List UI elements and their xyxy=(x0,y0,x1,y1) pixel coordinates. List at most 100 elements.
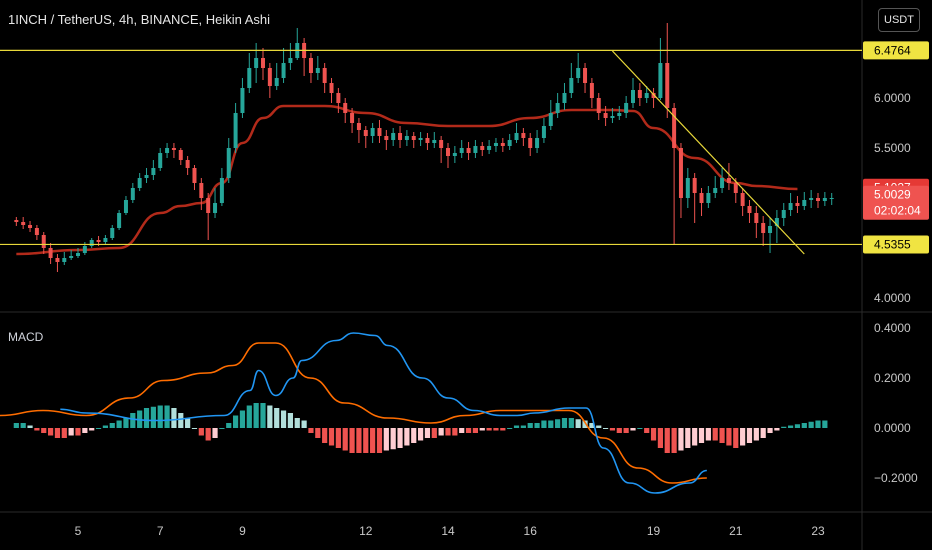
time-tick-label: 14 xyxy=(441,524,455,538)
candle-body xyxy=(192,168,197,183)
candle-body xyxy=(589,83,594,98)
candle-body xyxy=(829,198,834,199)
candle-body xyxy=(795,203,800,206)
macd-histogram-bar xyxy=(308,428,314,433)
macd-histogram-bar xyxy=(13,423,19,428)
macd-histogram-bar xyxy=(89,428,95,431)
candle xyxy=(398,126,403,148)
price-tag-box xyxy=(863,41,929,60)
macd-histogram-bar xyxy=(602,428,609,429)
candle xyxy=(774,210,779,243)
candle-body xyxy=(288,58,293,63)
candle xyxy=(747,200,752,223)
macd-histogram-bar xyxy=(657,428,664,448)
candle-body xyxy=(425,138,430,143)
candle xyxy=(651,88,656,108)
candle xyxy=(822,192,827,206)
candle-body xyxy=(69,256,74,258)
candle xyxy=(192,165,197,190)
macd-histogram-bar xyxy=(774,428,780,431)
candle-body xyxy=(28,225,33,228)
macd-histogram-bar xyxy=(753,428,759,441)
candle xyxy=(583,63,588,93)
candle-body xyxy=(740,193,745,206)
macd-histogram-bar xyxy=(212,428,218,438)
candle-body xyxy=(117,213,122,228)
candle xyxy=(165,143,170,158)
candle xyxy=(535,130,540,153)
candle-body xyxy=(219,178,224,203)
macd-histogram-bar xyxy=(671,428,677,453)
candle-body xyxy=(658,63,663,98)
candle xyxy=(233,103,238,153)
macd-histogram-bar xyxy=(267,405,273,428)
macd-histogram-bar xyxy=(404,428,410,446)
candle-body xyxy=(82,246,87,253)
macd-histogram-bar xyxy=(41,428,47,433)
candle xyxy=(158,148,163,171)
macd-tick-label: 0.4000 xyxy=(874,321,911,335)
time-tick-label: 12 xyxy=(359,524,373,538)
macd-histogram-bar xyxy=(630,428,636,431)
candle xyxy=(699,188,704,216)
macd-histogram-bar xyxy=(150,406,156,428)
price-tag-label: 6.4764 xyxy=(874,43,911,57)
candle xyxy=(274,63,279,90)
macd-histogram-bar xyxy=(767,428,773,433)
candle-body xyxy=(404,136,409,140)
candle-body xyxy=(672,108,677,148)
candle xyxy=(240,78,245,118)
candle xyxy=(185,156,190,175)
candle xyxy=(754,206,759,238)
time-tick-label: 7 xyxy=(157,524,164,538)
candle-body xyxy=(555,103,560,113)
candle xyxy=(781,203,786,226)
macd-histogram-bar xyxy=(486,428,492,431)
macd-histogram-bar xyxy=(376,428,383,453)
macd-histogram-bar xyxy=(328,428,335,446)
candle-body xyxy=(62,258,67,262)
macd-histogram-bar xyxy=(356,428,362,453)
candle-body xyxy=(802,200,807,206)
macd-histogram-bar xyxy=(479,428,485,431)
candle xyxy=(596,93,601,120)
macd-histogram-bar xyxy=(322,428,328,443)
candle xyxy=(247,53,252,93)
candle xyxy=(528,133,533,156)
candle-body xyxy=(452,153,457,156)
macd-histogram-bar xyxy=(589,423,595,428)
candle xyxy=(493,138,498,152)
candle xyxy=(144,168,149,183)
moving-average-line xyxy=(16,104,798,256)
macd-histogram-bar xyxy=(705,428,711,441)
macd-histogram-bar xyxy=(548,420,554,428)
candle-body xyxy=(576,68,581,78)
candle-body xyxy=(768,226,773,233)
candle-body xyxy=(692,178,697,193)
macd-histogram-bar xyxy=(47,428,54,436)
candle-body xyxy=(110,228,115,238)
signal-line xyxy=(0,342,707,484)
candle-body xyxy=(343,103,348,113)
macd-histogram-bar xyxy=(609,428,616,431)
macd-histogram-bar xyxy=(171,408,177,428)
candle xyxy=(288,43,293,70)
candle xyxy=(41,232,46,254)
candle xyxy=(213,188,218,218)
candle-body xyxy=(315,68,320,73)
macd-histogram-bar xyxy=(493,428,499,431)
candle xyxy=(706,186,711,208)
candle-body xyxy=(89,240,94,246)
candle-body xyxy=(713,188,718,193)
currency-button[interactable]: USDT xyxy=(878,8,920,32)
candle xyxy=(788,193,793,216)
macd-histogram-bar xyxy=(815,420,821,428)
candle-body xyxy=(213,203,218,213)
candle xyxy=(226,138,231,183)
macd-histogram-bar xyxy=(342,428,348,451)
candle-body xyxy=(96,240,101,242)
candle-body xyxy=(822,198,827,201)
candle-body xyxy=(384,136,389,140)
